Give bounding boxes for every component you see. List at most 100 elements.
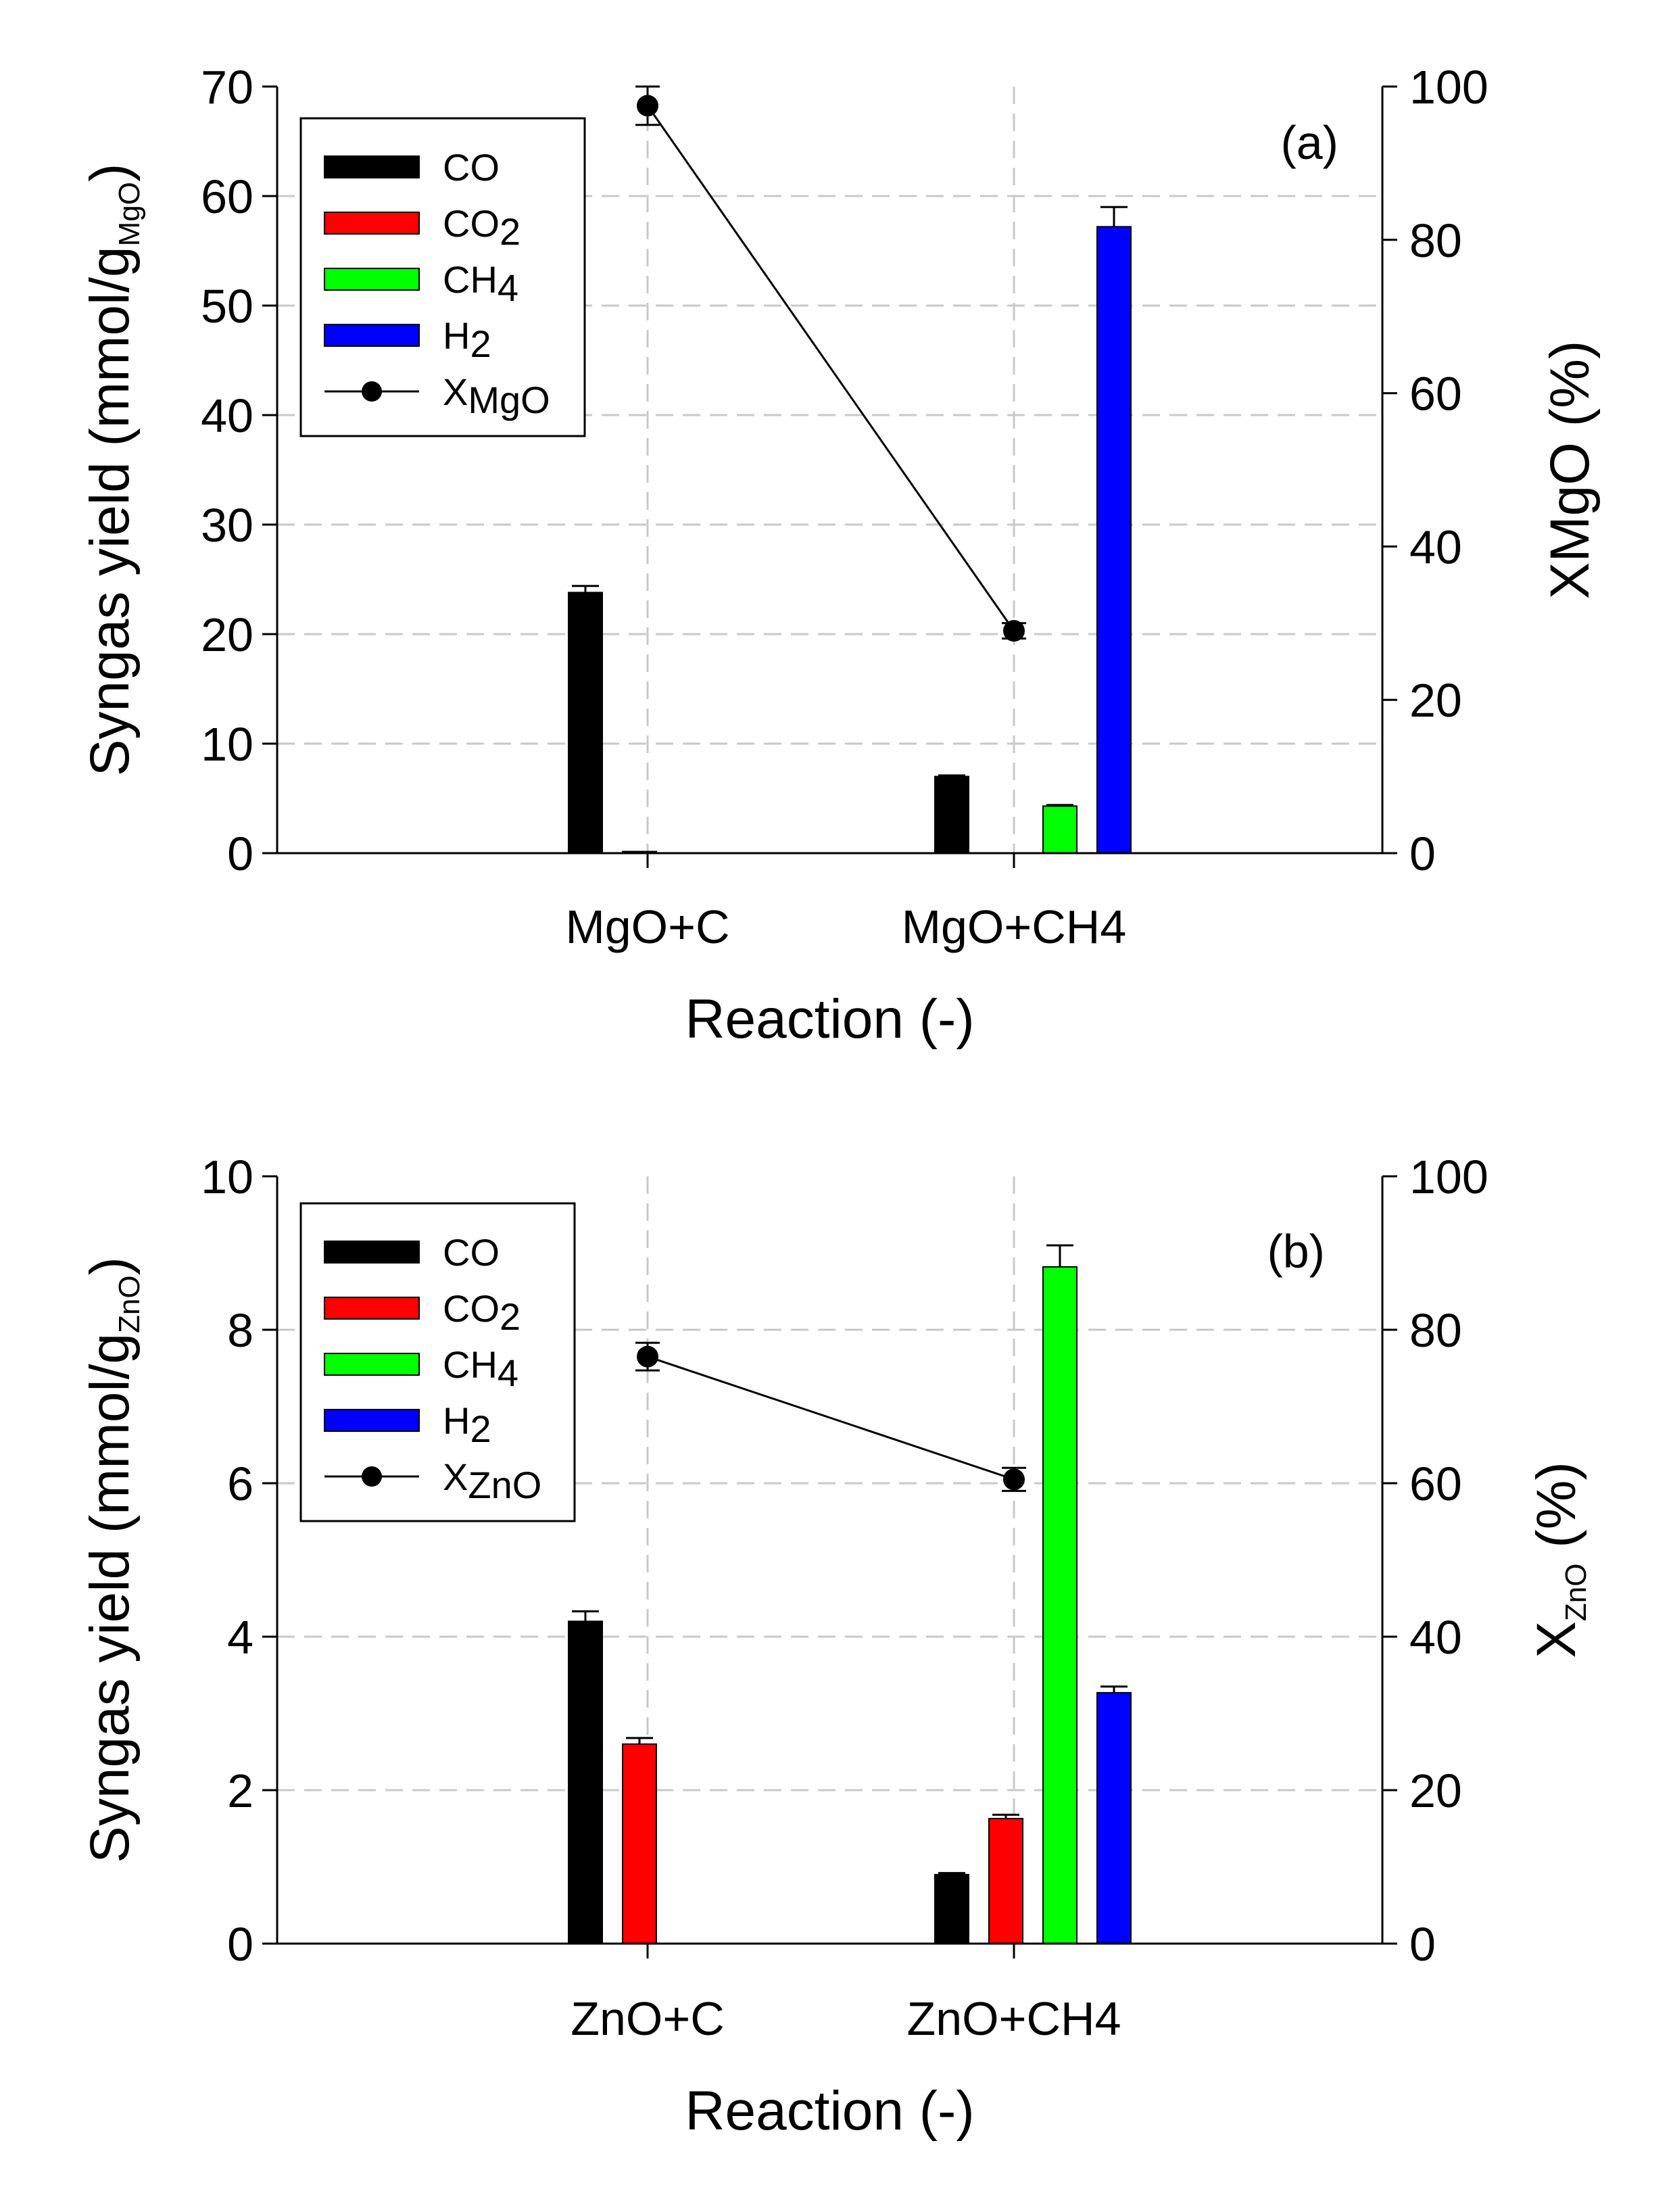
legend-label: CH4 [443,1343,518,1394]
y-tick-label: 6 [227,1458,253,1510]
legend-swatch-co [324,1241,420,1264]
bar-ch4-mgo-ch4 [1042,805,1077,854]
y2-tick-label: 60 [1409,1458,1462,1510]
y-axis-title-close: ) [79,164,141,182]
y2-axis-title: XMgO (%) [1539,341,1601,600]
legend-label-base: CO [443,1231,500,1274]
legend-label-base: H [443,314,470,357]
y-tick-label: 20 [201,608,253,661]
legend-label-base: CO [443,1287,500,1330]
x-category-label: ZnO+C [571,1992,725,2045]
legend-swatch-co2 [324,212,420,235]
y-tick-label: 2 [227,1764,253,1817]
legend-label-base: CH [443,1343,498,1386]
y-tick-label: 0 [227,827,253,880]
x-axis-title: Reaction (-) [685,988,974,1050]
y2-tick-label: 60 [1409,368,1462,420]
y-axis-title-subscript: MgO [113,182,146,246]
conversion-point [1003,1468,1025,1491]
legend-label-subscript: ZnO [468,1464,541,1506]
y-axis-title: Syngas yield (mmol/gMgO) [79,164,146,777]
conversion-line [646,105,1015,631]
x-axis-title: Reaction (-) [685,2080,974,2142]
legend-swatch-ch4 [324,1353,420,1376]
bar-co-zno-ch4 [934,1873,969,1945]
y2-tick-label: 80 [1409,1304,1462,1357]
bar-co2-zno-c [622,1743,657,1944]
legend-label-subscript: MgO [468,379,550,421]
panel-label: (b) [1267,1225,1325,1278]
bar-co-mgo-c [568,592,603,854]
x-category-label: MgO+CH4 [902,900,1127,953]
y2-tick-label: 40 [1409,521,1462,573]
legend-label: CO2 [443,1287,520,1338]
y-tick-label: 70 [201,61,253,114]
legend-label: CO [443,1231,500,1274]
legend-label-base: X [443,1456,468,1498]
conversion-line [647,1355,1015,1481]
y2-axis-title-text: X [1526,1621,1587,1658]
legend-label-base: H [443,1399,470,1442]
conversion-point [1003,620,1025,642]
y-tick-label: 0 [227,1918,253,1971]
legend-label: CO [443,146,500,189]
y2-tick-label: 100 [1409,1151,1488,1203]
y-tick-label: 10 [201,718,253,771]
legend-swatch-h2 [324,1409,420,1432]
y-axis-title: Syngas yield (mmol/gZnO) [79,1257,146,1863]
y-tick-label: 30 [201,499,253,552]
y2-tick-label: 0 [1409,827,1436,880]
legend-swatch-co2 [324,1297,420,1320]
legend-label-base: X [443,370,468,413]
legend-label-base: CO [443,202,500,245]
x-category-label: MgO+C [565,900,729,953]
bar-ch4-zno-ch4 [1042,1266,1077,1945]
y2-axis-title-text: XMgO (%) [1539,341,1601,600]
legend-label: H2 [443,1399,491,1450]
legend-label: H2 [443,314,491,365]
y2-axis-title: XZnO (%) [1526,1462,1593,1658]
legend-label-base: CH [443,258,498,301]
y2-tick-label: 40 [1409,1611,1462,1664]
legend-label: CO2 [443,202,520,253]
x-category-label: ZnO+CH4 [906,1992,1121,2045]
y-tick-label: 10 [201,1151,253,1203]
bar-co2-zno-ch4 [988,1817,1023,1945]
y-tick-label: 8 [227,1304,253,1357]
legend-label-subscript: 2 [470,1408,491,1450]
y-tick-label: 4 [227,1611,253,1664]
legend-swatch-h2 [324,324,420,347]
legend-label: XMgO [443,370,550,421]
y-tick-label: 40 [201,389,253,442]
legend-label-subscript: 4 [498,266,518,309]
bar-co-zno-c [568,1620,603,1945]
y2-tick-label: 20 [1409,674,1462,727]
legend-swatch-ch4 [324,268,420,291]
legend-label-subscript: 2 [500,210,520,253]
y2-tick-label: 80 [1409,214,1462,267]
y2-tick-label: 100 [1409,61,1488,114]
y-axis-title-close: ) [79,1257,141,1275]
y2-tick-label: 20 [1409,1764,1462,1817]
y-axis-title-text: Syngas yield (mmol/g [79,1333,141,1863]
panel-a: 0 10 20 30 40 50 60 70 0 20 40 60 80 100 MgO+C MgO+CH4 R… [79,61,1601,1050]
legend-label-subscript: 2 [500,1295,520,1338]
y-tick-label: 50 [201,280,253,333]
y2-tick-label: 0 [1409,1918,1436,1971]
legend-label-subscript: 4 [498,1351,518,1394]
y2-axis-title-close: (%) [1526,1462,1587,1563]
y-axis-title-subscript: ZnO [113,1275,146,1333]
conversion-point [637,1345,658,1368]
legend-label: CH4 [443,258,518,309]
legend-label-base: CO [443,146,500,189]
bar-h2-mgo-ch4 [1096,226,1132,854]
legend-label: XZnO [443,1456,541,1506]
legend-marker [362,1466,382,1487]
y-tick-label: 60 [201,170,253,223]
conversion-point [637,95,658,117]
panel-label: (a) [1280,116,1338,169]
bar-h2-zno-ch4 [1096,1691,1132,1944]
